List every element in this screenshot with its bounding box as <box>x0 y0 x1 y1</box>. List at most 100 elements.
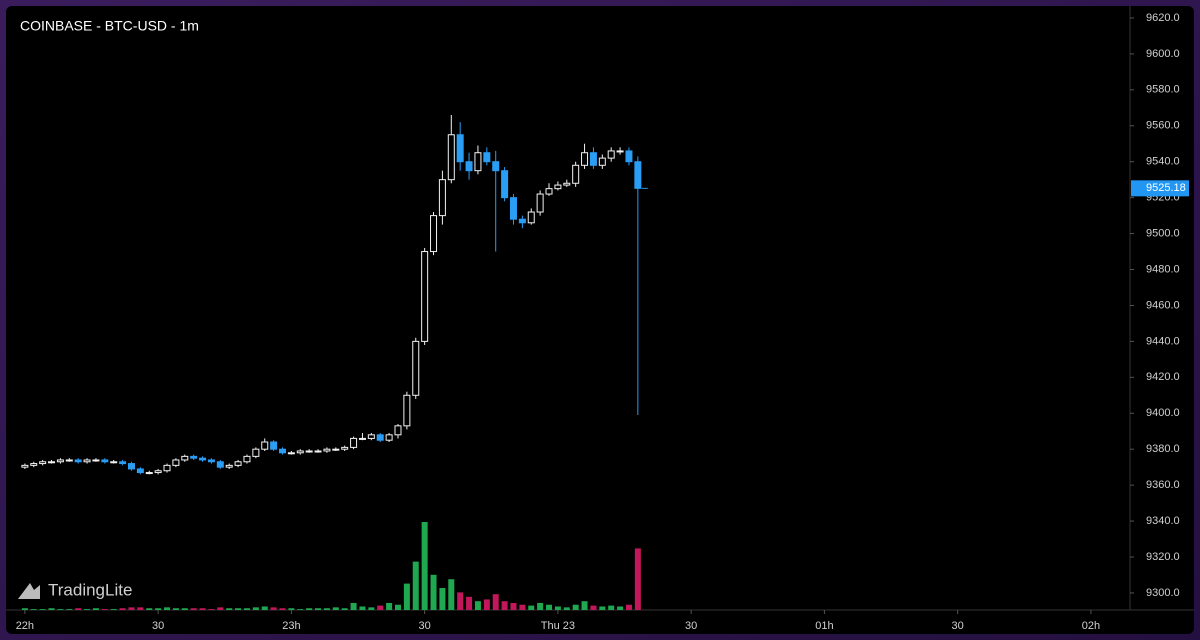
candle-body <box>30 463 38 466</box>
volume-bar <box>386 602 393 610</box>
candle-body <box>243 455 251 463</box>
volume-bar <box>217 607 224 610</box>
volume-bar <box>172 608 179 610</box>
volume-bar <box>501 601 508 610</box>
volume-bar <box>537 602 544 610</box>
candle-body <box>625 150 633 163</box>
volume-bar <box>474 601 481 610</box>
volume-bar <box>403 583 410 610</box>
y-tick-label: 9300.0 <box>1146 587 1180 599</box>
candle-body <box>101 459 109 463</box>
candle-body <box>376 434 384 441</box>
candle-body <box>589 152 597 166</box>
candle-body <box>394 425 402 436</box>
volume-bar <box>368 607 375 610</box>
volume-bar <box>279 608 286 610</box>
volume-bar <box>243 608 250 610</box>
volume-bar <box>421 522 428 610</box>
candle-body <box>616 150 624 153</box>
candle-body <box>341 446 349 450</box>
candle-body <box>154 470 162 474</box>
candle-body <box>412 340 420 396</box>
candle-body <box>199 457 207 461</box>
y-tick-label: 9440.0 <box>1146 335 1180 347</box>
candle-body <box>314 450 322 453</box>
volume-bar <box>430 574 437 610</box>
candle-body <box>92 459 100 462</box>
last-price-tag <box>1131 180 1189 197</box>
candle-body <box>190 455 198 459</box>
candle-body <box>261 441 269 450</box>
watermark: TradingLite <box>48 580 132 599</box>
volume-bar <box>634 548 641 610</box>
volume-bar <box>21 608 28 610</box>
volume-bar <box>110 609 117 610</box>
watermark-logo <box>18 583 40 599</box>
volume-bar <box>581 601 588 610</box>
y-tick-label: 9620.0 <box>1146 12 1180 24</box>
candle-body <box>385 434 393 441</box>
volume-bar <box>528 605 535 610</box>
volume-bar <box>572 604 579 610</box>
candle-body <box>403 394 411 427</box>
candle-body <box>225 464 233 468</box>
volume-bar <box>617 606 624 610</box>
candle-body <box>350 437 358 448</box>
candle-body <box>607 150 615 159</box>
x-tick-label: 23h <box>282 620 300 632</box>
volume-bar <box>92 608 99 610</box>
candle-body <box>279 448 287 454</box>
volume-bar <box>332 607 339 610</box>
volume-bar <box>48 608 55 610</box>
volume-bar <box>235 608 242 610</box>
candle-body <box>447 134 455 181</box>
volume-bar <box>323 608 330 610</box>
volume-bar <box>492 594 499 610</box>
volume-bar <box>466 596 473 610</box>
candle-body <box>83 459 91 463</box>
volume-bar <box>181 608 188 610</box>
volume-bar <box>57 609 64 610</box>
volume-bar <box>146 608 153 610</box>
candle-body <box>527 211 535 224</box>
candle-body <box>598 157 606 166</box>
volume-bar <box>101 609 108 610</box>
candle-body <box>536 193 544 213</box>
volume-bar <box>270 607 277 610</box>
y-tick-label: 9560.0 <box>1146 120 1180 132</box>
candle-body <box>518 218 526 224</box>
plot <box>21 114 648 610</box>
volume-bar <box>75 608 82 610</box>
candle-body <box>358 437 366 440</box>
volume-bar <box>119 608 126 610</box>
volume-bar <box>66 609 73 610</box>
volume-bar <box>563 607 570 610</box>
candle-body <box>438 179 446 217</box>
candle-body <box>216 461 224 468</box>
candle-body <box>563 182 571 186</box>
candle-body <box>136 468 144 474</box>
candle-body <box>65 459 73 462</box>
volume-bar <box>128 607 135 610</box>
candle-body <box>421 251 429 342</box>
volume-bar <box>39 609 46 610</box>
volume-bar <box>306 608 313 610</box>
candle-body <box>554 184 562 190</box>
candle-body <box>367 434 375 439</box>
candle-body <box>270 441 278 450</box>
volume-bar <box>137 607 144 610</box>
x-tick-label: 30 <box>685 620 697 632</box>
candle-body <box>163 464 171 472</box>
volume-bar <box>483 599 490 610</box>
volume-bar <box>394 604 401 610</box>
volume-bar <box>164 607 171 610</box>
candle-body <box>483 152 491 163</box>
panel <box>6 6 1194 634</box>
candle-body <box>501 170 509 199</box>
volume-bar <box>554 606 561 610</box>
y-tick-label: 9420.0 <box>1146 371 1180 383</box>
volume-bar <box>226 608 233 610</box>
candle-body <box>56 459 64 463</box>
y-tick-label: 9380.0 <box>1146 443 1180 455</box>
